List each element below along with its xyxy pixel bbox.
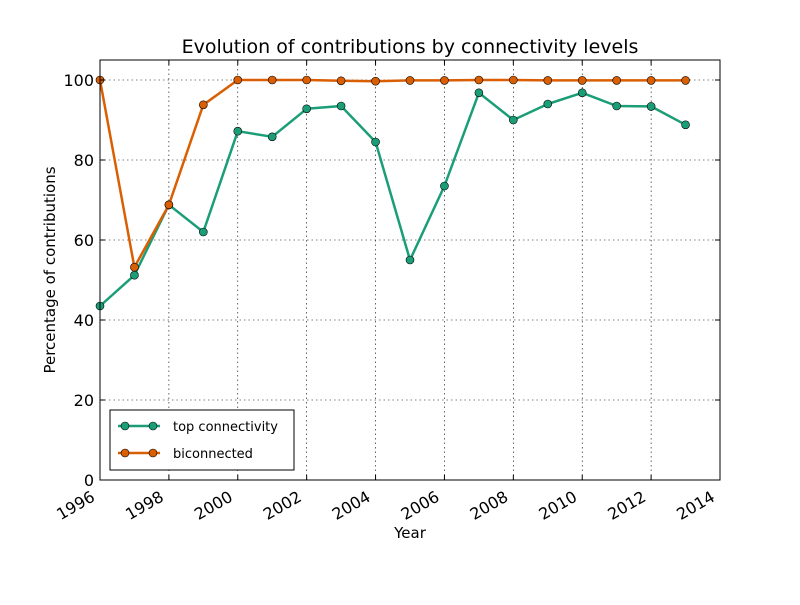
data-point [612, 76, 621, 85]
y-tick-label: 100 [63, 71, 94, 90]
data-point [681, 76, 690, 85]
legend-box [109, 409, 295, 471]
series-biconnected [95, 75, 690, 272]
data-point [681, 120, 690, 130]
data-point [405, 255, 415, 265]
y-tick-label: 0 [84, 471, 94, 490]
legend-marker [120, 448, 130, 458]
data-point [130, 262, 139, 272]
data-point [302, 104, 311, 114]
data-point [509, 75, 518, 85]
data-point [199, 227, 208, 237]
series-lines [95, 75, 690, 311]
data-point [543, 99, 553, 109]
data-point [233, 75, 243, 85]
legend-marker [148, 421, 158, 431]
data-point [612, 101, 621, 111]
data-point [440, 76, 449, 85]
plot-frame [99, 59, 721, 481]
legend-label: top connectivity [173, 420, 278, 435]
data-point [646, 102, 656, 111]
y-tick-label: 80 [74, 151, 94, 170]
legend-items: top connectivity biconnected [118, 420, 278, 462]
y-tick-label: 20 [74, 391, 94, 410]
data-point [577, 88, 587, 98]
data-point [543, 76, 553, 85]
data-point [302, 75, 311, 85]
data-point [233, 126, 243, 136]
data-point [577, 76, 587, 85]
y-tick-label: 60 [74, 231, 94, 250]
legend: top connectivity biconnected [109, 409, 295, 471]
x-axis-label: Year [393, 524, 427, 542]
data-point [371, 76, 380, 86]
data-point [267, 75, 277, 85]
data-point [474, 75, 484, 85]
data-point [405, 76, 415, 85]
legend-marker [120, 421, 130, 431]
data-point [336, 76, 346, 86]
data-point [371, 137, 380, 147]
data-point [440, 181, 449, 191]
data-point [130, 270, 139, 280]
series-line [98, 78, 686, 269]
y-tick-label: 40 [74, 311, 94, 330]
data-point [164, 200, 174, 210]
legend-marker [148, 448, 158, 458]
series-line [99, 91, 687, 307]
y-axis-label: Percentage of contributions [41, 166, 59, 373]
data-point [267, 132, 277, 142]
chart-title: Evolution of contributions by connectivi… [182, 36, 639, 58]
data-point [509, 115, 518, 125]
data-point [336, 101, 346, 111]
legend-label: biconnected [173, 447, 253, 462]
data-point [474, 88, 484, 98]
data-point [199, 100, 208, 110]
data-point [646, 76, 656, 85]
